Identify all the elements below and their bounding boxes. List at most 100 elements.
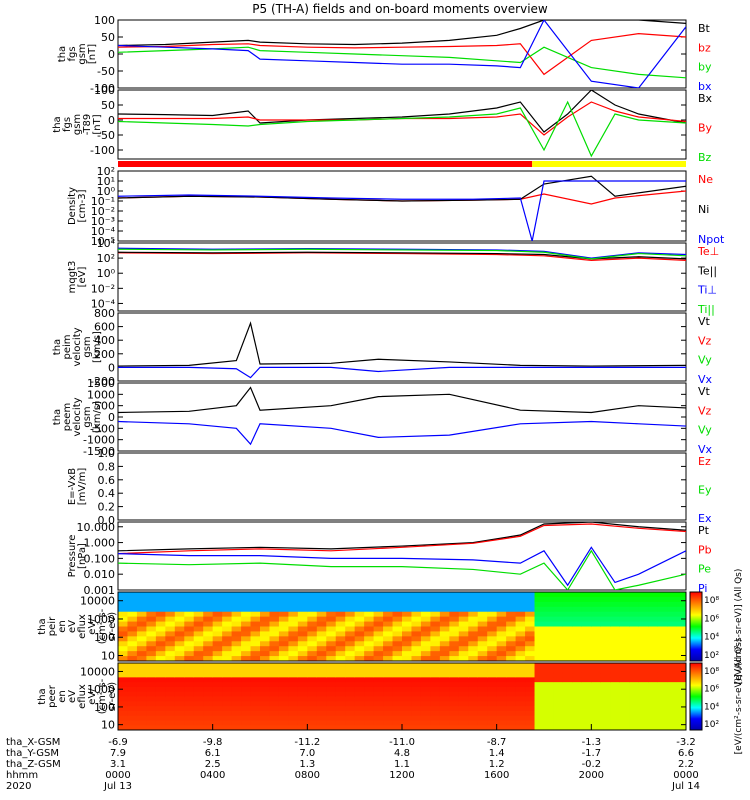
spectrogram-cell [155,686,166,693]
spectrogram-cell [260,720,271,726]
y-axis-label: E=-VxB [67,468,78,505]
spectrogram-cell [354,596,365,603]
spectrogram-cell [212,592,223,598]
spectrogram-cell [515,720,526,726]
spectrogram-cell [487,636,498,642]
spectrogram-cell [297,701,308,707]
spectrogram-cell [676,663,686,669]
spectrogram-cell [553,596,564,603]
spectrogram-cell [562,641,573,647]
spectrogram-cell [534,701,545,707]
spectrogram-cell [534,715,545,722]
spectrogram-cell [610,706,621,712]
spectrogram-cell [525,656,536,661]
legend-entry: Te⊥ [697,245,719,258]
spectrogram-cell [468,706,479,712]
spectrogram-cell [420,667,431,674]
spectrogram-cell [610,651,621,657]
spectrogram-cell [260,706,271,712]
y-axis-label: (cm²-s- [97,608,108,644]
spectrogram-cell [241,601,252,608]
spectrogram-cell [657,592,668,598]
spectrogram-cell [496,636,507,642]
spectrogram-cell [468,646,479,652]
spectrogram-cell [648,641,659,647]
spectrogram-cell [449,592,460,598]
spectrogram-cell [345,656,356,661]
spectrogram-cell [288,691,299,698]
spectrogram-cell [458,682,469,688]
spectrogram-cell [335,646,346,652]
spectrogram-cell [534,626,545,633]
spectrogram-cell [146,720,157,726]
spectrogram-cell [392,706,403,712]
spectrogram-cell [307,626,318,633]
spectrogram-cell [278,606,289,613]
spectrogram-cell [477,601,488,608]
spectrogram-cell [553,701,564,707]
spectrogram-cell [411,636,422,642]
spectrogram-cell [676,725,686,730]
spectrogram-cell [155,606,166,613]
spectrogram-cell [629,651,640,657]
footer-cell: 6.1 [205,748,221,759]
spectrogram-cell [477,696,488,702]
spectrogram-cell [241,701,252,707]
y-axis-label: en [57,620,68,633]
spectrogram-cell [174,621,185,628]
y-axis-label: peir [47,616,58,636]
spectrogram-cell [600,601,611,608]
spectrogram-cell [184,646,195,652]
spectrogram-cell [297,672,308,678]
spectrogram-cell [269,725,280,730]
spectrogram-cell [231,606,242,613]
spectrogram-cell [127,641,138,647]
spectrogram-cell [402,651,413,657]
spectrogram-cell [345,596,356,603]
spectrogram-cell [146,677,157,683]
y-axis-label: fgs [67,46,78,61]
spectrogram-cell [515,706,526,712]
y-axis-label: gsm [72,114,83,135]
spectrogram-cell [657,606,668,613]
spectrogram-cell [525,691,536,698]
spectrogram-cell [534,646,545,652]
spectrogram-cell [534,621,545,628]
spectrogram-cell [496,686,507,693]
spectrogram-cell [373,715,384,722]
spectrogram-cell [439,601,450,608]
spectrogram-cell [676,596,686,603]
spectrogram-cell [373,592,384,598]
spectrogram-cell [354,606,365,613]
spectrogram-cell [439,626,450,633]
spectrogram-cell [591,636,602,642]
spectrogram-cell [667,677,678,683]
spectrogram-cell [203,682,214,688]
spectrogram-cell [477,672,488,678]
spectrogram-cell [231,646,242,652]
spectrogram-cell [165,621,176,628]
spectrogram-cell [496,663,507,669]
spectrogram-cell [667,626,678,633]
series-Pt [118,522,686,552]
spectrogram-cell [392,686,403,693]
spectrogram-cell [553,646,564,652]
spectrogram-cell [174,667,185,674]
series-By [118,101,686,136]
spectrogram-cell [260,715,271,722]
spectrogram-cell [544,715,555,722]
spectrogram-cell [496,725,507,730]
spectrogram-cell [439,663,450,669]
spectrogram-cell [515,651,526,657]
spectrogram-cell [373,636,384,642]
spectrogram-cell [184,667,195,674]
spectrogram-cell [364,706,375,712]
spectrogram-cell [184,601,195,608]
spectrogram-cell [648,672,659,678]
spectrogram-cell [184,596,195,603]
spectrogram-cell [402,631,413,637]
y-axis-label: eV [67,620,78,633]
spectrogram-cell [383,611,394,618]
spectrogram-cell [411,667,422,674]
spectrogram-cell [345,601,356,608]
